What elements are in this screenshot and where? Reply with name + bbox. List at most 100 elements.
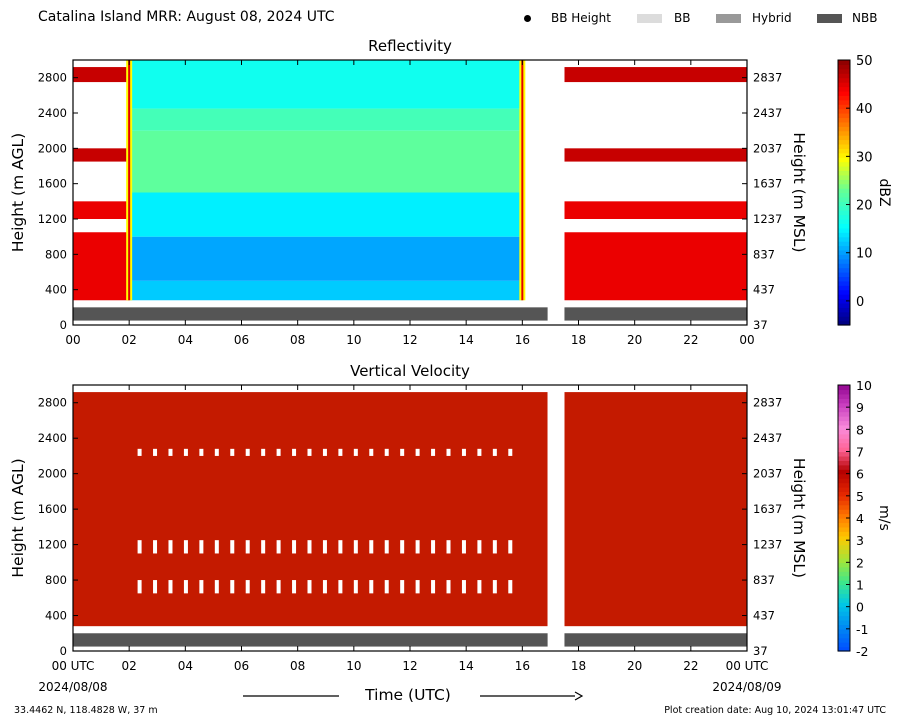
data-gap-speckle	[369, 540, 374, 554]
colorbar-segment	[838, 148, 850, 154]
colorbar-segment	[838, 562, 850, 568]
colorbar-segment	[838, 402, 850, 408]
data-gap-speckle	[492, 448, 497, 456]
y-tick-label: 1200	[38, 538, 67, 552]
colorbar-segment	[838, 113, 850, 119]
colorbar-segment	[838, 86, 850, 92]
data-gap-speckle	[245, 540, 250, 554]
data-gap-speckle	[353, 448, 358, 456]
reflectivity-transition-edge	[521, 60, 524, 301]
reflectivity-transition-edge	[128, 60, 131, 301]
colorbar-segment	[838, 442, 850, 448]
x-tick-label: 22	[683, 333, 698, 347]
colorbar-segment	[838, 267, 850, 273]
reflectivity-layer	[129, 60, 523, 109]
y-tick-label: 2800	[38, 71, 67, 85]
data-gap-speckle	[338, 448, 343, 456]
reflectivity-layer	[129, 236, 523, 281]
colorbar-segment	[838, 232, 850, 238]
colorbar-segment	[838, 433, 850, 439]
data-gap-speckle	[168, 580, 173, 594]
data-gap-speckle	[168, 448, 173, 456]
data-gap-speckle	[261, 448, 266, 456]
colorbar-frame	[837, 59, 851, 326]
y-tick-label: 1600	[38, 502, 67, 516]
x-tick-label: 10	[346, 333, 361, 347]
colorbar-tick-label: 3	[856, 533, 864, 548]
colorbar-segment	[838, 486, 850, 492]
y-tick-label: 1600	[38, 177, 67, 191]
colorbar-segment	[838, 227, 850, 233]
data-gap-speckle	[477, 448, 482, 456]
data-gap-speckle	[276, 580, 281, 594]
colorbar-segment	[838, 99, 850, 105]
x-tick-label: 10	[346, 659, 361, 673]
colorbar-segment	[838, 258, 850, 264]
colorbar-segment	[838, 544, 850, 550]
y-tick-label-right: 2837	[753, 71, 782, 85]
colorbar-segment	[838, 316, 850, 322]
reflectivity-layer	[73, 148, 130, 162]
data-gap-stripe	[547, 61, 565, 324]
colorbar-segment	[838, 77, 850, 83]
colorbar-segment	[838, 628, 850, 634]
colorbar-segment	[838, 68, 850, 74]
bb-legend-swatch	[637, 14, 662, 23]
data-gap-speckle	[400, 580, 405, 594]
colorbar-segment	[838, 263, 850, 269]
colorbar-label: m/s	[876, 505, 892, 531]
colorbar-segment	[838, 152, 850, 158]
colorbar-segment	[838, 307, 850, 313]
nbb-band	[73, 307, 747, 321]
data-gap-speckle	[245, 580, 250, 594]
colorbar-segment	[838, 571, 850, 577]
colorbar-tick-label: 10	[856, 378, 872, 393]
data-gap-speckle	[322, 580, 327, 594]
colorbar-segment	[838, 294, 850, 300]
colorbar-segment	[838, 249, 850, 255]
legend-label-bb-height: BB Height	[551, 11, 611, 25]
x-tick-label: 04	[178, 659, 193, 673]
y-tick-label-right: 1237	[753, 538, 782, 552]
x-tick-label: 12	[402, 659, 417, 673]
data-gap-speckle	[492, 540, 497, 554]
y-tick-label: 400	[45, 283, 67, 297]
data-gap-speckle	[168, 540, 173, 554]
data-gap-speckle	[384, 448, 389, 456]
data-gap-speckle	[307, 540, 312, 554]
colorbar-segment	[838, 245, 850, 251]
x-tick-label: 08	[290, 333, 305, 347]
colorbar-segment	[838, 95, 850, 101]
data-gap-speckle	[477, 580, 482, 594]
colorbar-segment	[838, 174, 850, 180]
colorbar-segment	[838, 188, 850, 194]
data-gap-speckle	[446, 580, 451, 594]
panel-title: Vertical Velocity	[350, 362, 470, 380]
y-tick-label: 1200	[38, 212, 67, 226]
x-tick-label: 22	[683, 659, 698, 673]
data-gap-speckle	[415, 540, 420, 554]
colorbar-segment	[838, 619, 850, 625]
colorbar-segment	[838, 393, 850, 399]
data-gap-speckle	[292, 540, 297, 554]
data-gap-speckle	[199, 540, 204, 554]
colorbar-segment	[838, 469, 850, 475]
colorbar-tick-label: -1	[856, 622, 868, 637]
colorbar-segment	[838, 192, 850, 198]
data-gap-speckle	[292, 448, 297, 456]
reflectivity-layer	[564, 201, 747, 219]
colorbar-segment	[838, 219, 850, 225]
colorbar-segment	[838, 210, 850, 216]
nbb-band	[73, 633, 747, 647]
colorbar-segment	[838, 522, 850, 528]
colorbar-segment	[838, 64, 850, 70]
reflectivity-layer	[129, 108, 523, 131]
colorbar-segment	[838, 553, 850, 559]
colorbar-segment	[838, 90, 850, 96]
colorbar-segment	[838, 611, 850, 617]
y-tick-label: 400	[45, 609, 67, 623]
data-gap-speckle	[322, 448, 327, 456]
y-axis-label: Height (m AGL)	[9, 133, 27, 252]
colorbar-segment	[838, 420, 850, 426]
reflectivity-layer	[73, 67, 130, 83]
